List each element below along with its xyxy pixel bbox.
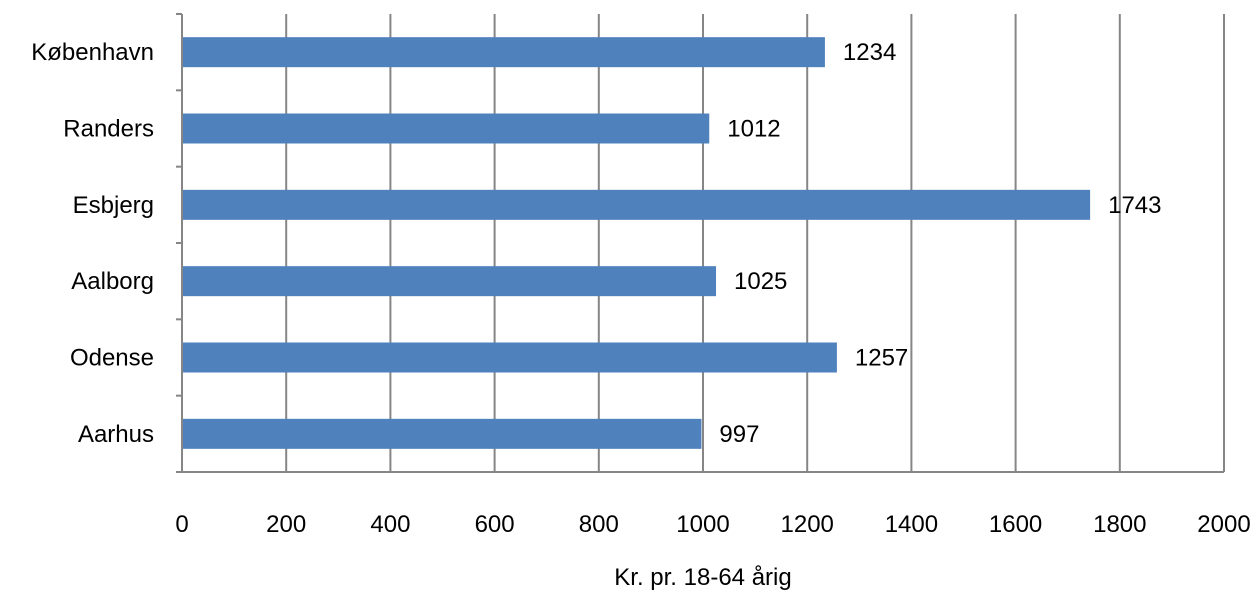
x-tick-label: 0 [175,511,188,538]
x-tick-label: 400 [370,511,410,538]
bar [182,37,825,68]
x-tick-label: 1400 [885,511,938,538]
bars [182,37,1091,449]
data-label: 1257 [855,345,908,372]
category-label: København [31,39,154,66]
category-label: Aalborg [71,268,154,295]
data-label: 997 [719,421,759,448]
category-label: Randers [63,116,154,143]
x-tick-label: 200 [266,511,306,538]
bar [182,113,710,144]
x-axis-title: Kr. pr. 18-64 årig [614,564,791,591]
bar [182,342,837,373]
x-tick-labels: 0 200 400 600 800 1000 1200 1400 1600 1800 2000 [175,511,1250,538]
category-label: Odense [70,345,154,372]
x-tick-label: 600 [475,511,515,538]
x-tick-label: 1000 [676,511,729,538]
data-label: 1234 [843,39,896,66]
x-tick-label: 1800 [1093,511,1146,538]
data-label: 1025 [734,268,787,295]
category-label: Aarhus [78,421,154,448]
x-tick-label: 1600 [989,511,1042,538]
grid-lines [285,14,1225,472]
data-label: 1012 [727,116,780,143]
x-tick-label: 800 [579,511,619,538]
x-tick-label: 1200 [781,511,834,538]
bar [182,418,702,449]
category-labels: København Randers Esbjerg Aalborg Odense Aarh… [31,39,154,448]
axes [176,13,1224,473]
data-label: 1743 [1108,192,1161,219]
category-label: Esbjerg [73,192,154,219]
bar [182,266,717,297]
bar [182,189,1091,220]
data-labels: 1234 1012 1743 1025 1257 997 [719,39,1161,448]
x-tick-label: 2000 [1197,511,1250,538]
